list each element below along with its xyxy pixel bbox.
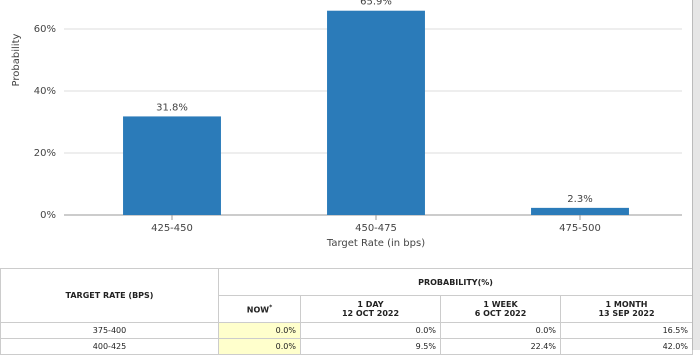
- cell: 0.0%: [300, 322, 441, 339]
- scrollbar[interactable]: [692, 0, 700, 350]
- column-label: 1 DAY: [357, 300, 384, 309]
- y-axis-label: Probability: [11, 33, 22, 86]
- column-date: 12 OCT 2022: [341, 309, 400, 318]
- x-tick-label: 450-475: [355, 223, 397, 234]
- data-row: 400-425 0.0% 9.5% 22.4% 42.0%: [0, 338, 693, 355]
- cell: 0.0%: [218, 322, 301, 339]
- cell: 375-400: [0, 322, 219, 339]
- bar: [531, 207, 629, 215]
- group-header: PROBABILITY(%): [218, 268, 693, 296]
- cell: 16.5%: [560, 322, 693, 339]
- column-mark: *: [269, 303, 273, 311]
- column-header: 1 MONTH 13 SEP 2022: [560, 295, 693, 323]
- cell: 9.5%: [300, 338, 441, 355]
- value-label: 65.9%: [360, 0, 392, 8]
- x-tick-label: 475-500: [559, 223, 601, 234]
- probability-table: TARGET RATE (BPS) PROBABILITY(%) NOW* 1 DAY…: [0, 268, 693, 355]
- column-date: 6 OCT 2022: [474, 309, 527, 318]
- bar: [327, 10, 425, 215]
- data-row: 375-400 0.0% 0.0% 0.0% 16.5%: [0, 322, 693, 339]
- cell: 42.0%: [560, 338, 693, 355]
- cell: 0.0%: [218, 338, 301, 355]
- value-label: 2.3%: [567, 194, 592, 205]
- x-tick-label: 425-450: [151, 223, 193, 234]
- column-label: 1 MONTH: [605, 300, 648, 309]
- bar: [123, 116, 221, 215]
- y-tick-label: 20%: [34, 148, 56, 159]
- column-label: 1 WEEK: [483, 300, 518, 309]
- column-date: 13 SEP 2022: [598, 309, 655, 318]
- y-tick-label: 0%: [40, 210, 56, 221]
- x-axis-label: Target Rate (in bps): [326, 238, 425, 249]
- cell: 0.0%: [440, 322, 561, 339]
- chart: Probability Target Rate (in bps) 0% 20% 40…: [11, 0, 682, 249]
- cell: 400-425: [0, 338, 219, 355]
- cell: 22.4%: [440, 338, 561, 355]
- y-tick-label: 40%: [34, 86, 56, 97]
- column-label: NOW: [246, 305, 270, 315]
- column-header: 1 WEEK 6 OCT 2022: [440, 295, 561, 323]
- header-row: TARGET RATE (BPS) PROBABILITY(%): [0, 268, 693, 323]
- corner-header: TARGET RATE (BPS): [0, 268, 219, 323]
- y-tick-label: 60%: [34, 24, 56, 35]
- column-header: NOW*: [218, 295, 301, 323]
- column-header: 1 DAY 12 OCT 2022: [300, 295, 441, 323]
- value-label: 31.8%: [156, 102, 188, 113]
